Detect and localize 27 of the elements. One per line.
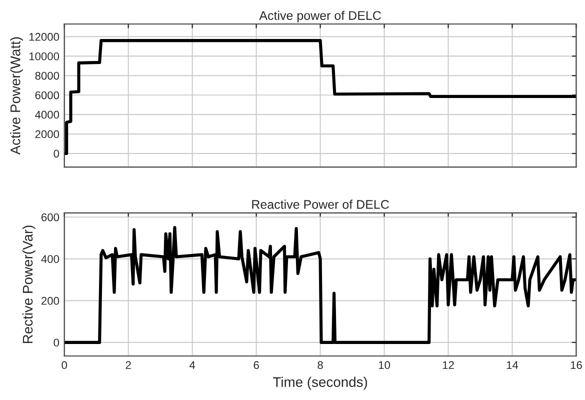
x-axis-title: Time (seconds) [273, 376, 368, 390]
line-series [64, 39, 576, 156]
chart-title: Reactive Power of DELC [252, 200, 389, 209]
y-tick-label: 4000 [35, 110, 60, 119]
y-tick-label: 0 [54, 150, 60, 158]
y-tick-label: 8000 [35, 72, 60, 80]
x-tick-label: 10 [378, 361, 390, 370]
y-tick-label: 6000 [35, 91, 60, 100]
y-tick-label: 2000 [35, 130, 60, 138]
y-axis-title: Rective Power(Var) [22, 226, 36, 343]
x-tick-label: 0 [62, 361, 68, 370]
y-axis-title: Active Power(Watt) [10, 37, 24, 155]
x-tick-label: 16 [570, 361, 582, 370]
x-tick-label: 14 [506, 361, 518, 369]
x-tick-label: 6 [254, 361, 259, 370]
x-tick-label: 12 [442, 361, 454, 369]
y-tick-label: 400 [41, 255, 60, 263]
y-tick-label: 0 [54, 338, 60, 347]
line-series [64, 226, 576, 344]
y-tick-label: 12000 [29, 32, 60, 41]
y-tick-label: 600 [42, 213, 60, 222]
y-tick-label: 200 [42, 296, 60, 305]
chart-title: Active power of DELC [259, 10, 381, 22]
y-tick-label: 10000 [29, 52, 60, 60]
x-tick-label: 2 [126, 361, 131, 369]
x-tick-label: 8 [318, 361, 323, 370]
x-tick-label: 4 [189, 361, 196, 369]
